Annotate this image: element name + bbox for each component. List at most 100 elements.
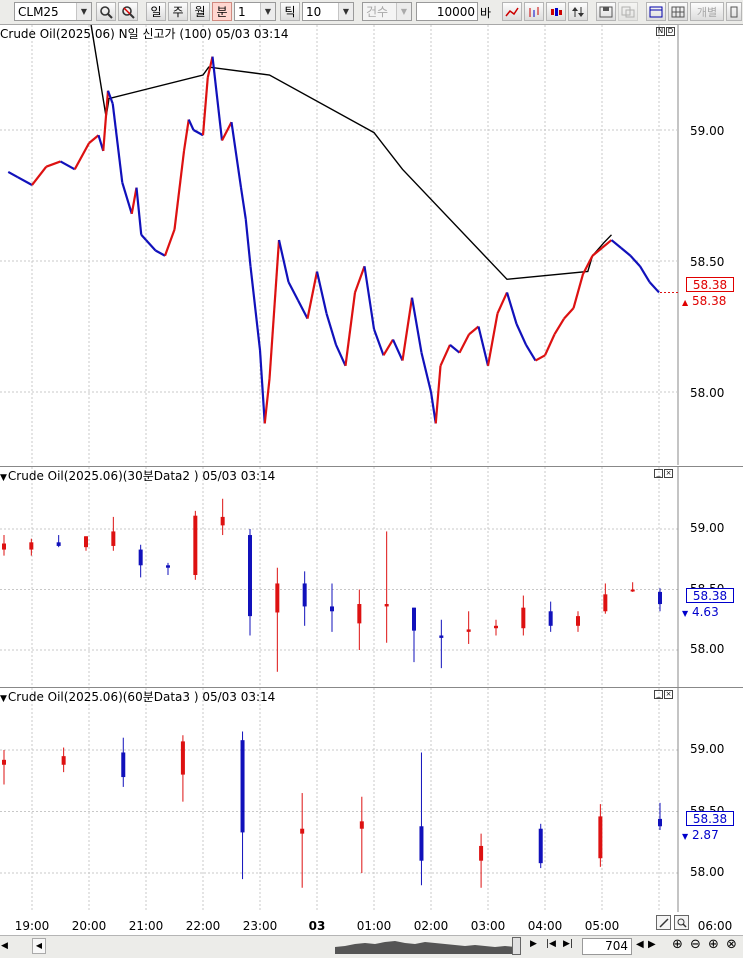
price-segment xyxy=(268,239,281,379)
price-segment xyxy=(434,365,442,424)
price-segment xyxy=(572,273,585,309)
price-segment xyxy=(648,281,660,294)
minimize-icon[interactable]: _ xyxy=(654,690,663,699)
period-week-button[interactable]: 주 xyxy=(168,2,188,21)
price-segment xyxy=(391,339,404,362)
bar-count-input[interactable]: 704 xyxy=(582,938,632,955)
candle-body xyxy=(240,740,245,833)
price-chart[interactable] xyxy=(0,25,743,465)
scroll-left-icon[interactable]: ◀ xyxy=(1,941,8,951)
scroll-end-icon[interactable]: ▶| xyxy=(563,939,573,949)
bar-chart-icon[interactable] xyxy=(524,2,544,21)
candle-body xyxy=(166,565,170,568)
edit-icon[interactable] xyxy=(656,915,671,930)
down-arrow-icon: ▼ xyxy=(682,609,689,618)
symbol-select[interactable]: CLM25 ▼ xyxy=(14,2,92,21)
price-segment xyxy=(363,266,376,330)
price-segment xyxy=(102,90,110,152)
price-segment xyxy=(221,121,233,141)
zoom-icon[interactable] xyxy=(674,915,689,930)
tick-button[interactable]: 틱 xyxy=(280,2,300,21)
price-segment xyxy=(201,77,209,136)
minimize-icon[interactable]: _ xyxy=(654,469,663,478)
expand-triangle-icon[interactable]: ▼ xyxy=(0,473,7,483)
price-segment xyxy=(73,142,90,170)
period-value-select[interactable]: 1 ▼ xyxy=(234,2,276,21)
x-tick-label: 23:00 xyxy=(242,919,278,933)
price-segment xyxy=(135,187,143,235)
x-tick-label: 05:00 xyxy=(584,919,620,933)
bars-value: 10000 xyxy=(436,4,475,19)
copy-icon[interactable] xyxy=(618,2,638,21)
last-price-change: ▼ 2.87 xyxy=(682,828,719,842)
period-day-button[interactable]: 일 xyxy=(146,2,166,21)
expand-triangle-icon[interactable]: ▼ xyxy=(0,694,7,704)
close-icon[interactable]: × xyxy=(664,690,673,699)
settings-icon[interactable]: ⊗ xyxy=(726,937,737,952)
x-tick-label: 20:00 xyxy=(71,919,107,933)
tick-label: 틱 xyxy=(284,5,296,19)
candle-body xyxy=(466,629,471,632)
price-segment xyxy=(410,297,423,353)
candle-30m-chart[interactable] xyxy=(0,467,743,687)
price-segment xyxy=(468,325,480,336)
close-icon[interactable]: × xyxy=(664,469,673,478)
candle-body xyxy=(603,594,608,612)
price-segment xyxy=(486,313,499,366)
scrollbar[interactable]: ◀ ◀ ▶ |◀ ▶| 704 ◀ ▶ ⊕ ⊖ ⊕ ⊗ xyxy=(0,935,743,958)
period-value: 1 xyxy=(238,4,246,19)
step-right-icon[interactable]: ▶ xyxy=(648,939,656,950)
period-minute-button[interactable]: 분 xyxy=(212,2,232,21)
count-select[interactable]: 건수 ▼ xyxy=(362,2,412,21)
zoom-in-icon[interactable]: ⊕ xyxy=(672,937,683,952)
d-icon[interactable]: D xyxy=(666,27,675,36)
search-delete-icon[interactable] xyxy=(118,2,138,21)
save-icon[interactable] xyxy=(596,2,616,21)
panel-controls: _ × xyxy=(654,690,673,699)
tick-value-select[interactable]: 10 ▼ xyxy=(302,2,354,21)
bar-icon[interactable] xyxy=(726,2,742,21)
candle-60m-chart[interactable] xyxy=(0,688,743,912)
price-segment xyxy=(315,271,328,314)
bars-input[interactable]: 10000 xyxy=(416,2,478,21)
scroll-thumb-overview[interactable] xyxy=(335,938,515,954)
candle-chart-icon[interactable] xyxy=(546,2,566,21)
window-icon[interactable] xyxy=(646,2,666,21)
step-left-icon[interactable]: ◀ xyxy=(636,939,644,950)
bars-unit: 바 xyxy=(480,6,492,20)
price-segment xyxy=(449,343,461,354)
individual-button[interactable]: 개별 xyxy=(690,2,724,21)
price-segment xyxy=(263,378,271,424)
trend-icon[interactable] xyxy=(502,2,522,21)
price-segment xyxy=(563,307,575,320)
price-segment xyxy=(130,187,138,215)
candle-body xyxy=(630,589,635,592)
price-segment xyxy=(553,318,565,335)
candle-body xyxy=(84,536,88,548)
candle-body xyxy=(357,604,362,624)
scroll-left-button[interactable]: ◀ xyxy=(32,938,46,954)
price-segment xyxy=(173,150,186,230)
price-segment xyxy=(353,265,366,293)
price-segment xyxy=(145,239,157,252)
period-month-button[interactable]: 월 xyxy=(190,2,210,21)
x-tick-label: 22:00 xyxy=(185,919,221,933)
sort-arrows-icon[interactable] xyxy=(568,2,588,21)
price-segment xyxy=(88,134,100,144)
candle-body xyxy=(275,583,280,613)
candle-body xyxy=(56,542,61,546)
zoom-reset-icon[interactable]: ⊕ xyxy=(708,937,719,952)
individual-label: 개별 xyxy=(696,5,718,19)
search-icon[interactable] xyxy=(96,2,116,21)
scroll-start-icon[interactable]: |◀ xyxy=(546,939,556,949)
price-segment xyxy=(287,281,299,301)
scroll-thumb[interactable] xyxy=(512,937,521,955)
candle-body xyxy=(2,543,6,550)
scroll-right-icon[interactable]: ▶ xyxy=(530,939,537,949)
n-icon[interactable]: N xyxy=(656,27,665,36)
change-value: 4.63 xyxy=(691,605,719,619)
price-segment xyxy=(239,187,247,220)
zoom-out-icon[interactable]: ⊖ xyxy=(690,937,701,952)
price-segment xyxy=(325,313,338,346)
grid-icon[interactable] xyxy=(668,2,688,21)
